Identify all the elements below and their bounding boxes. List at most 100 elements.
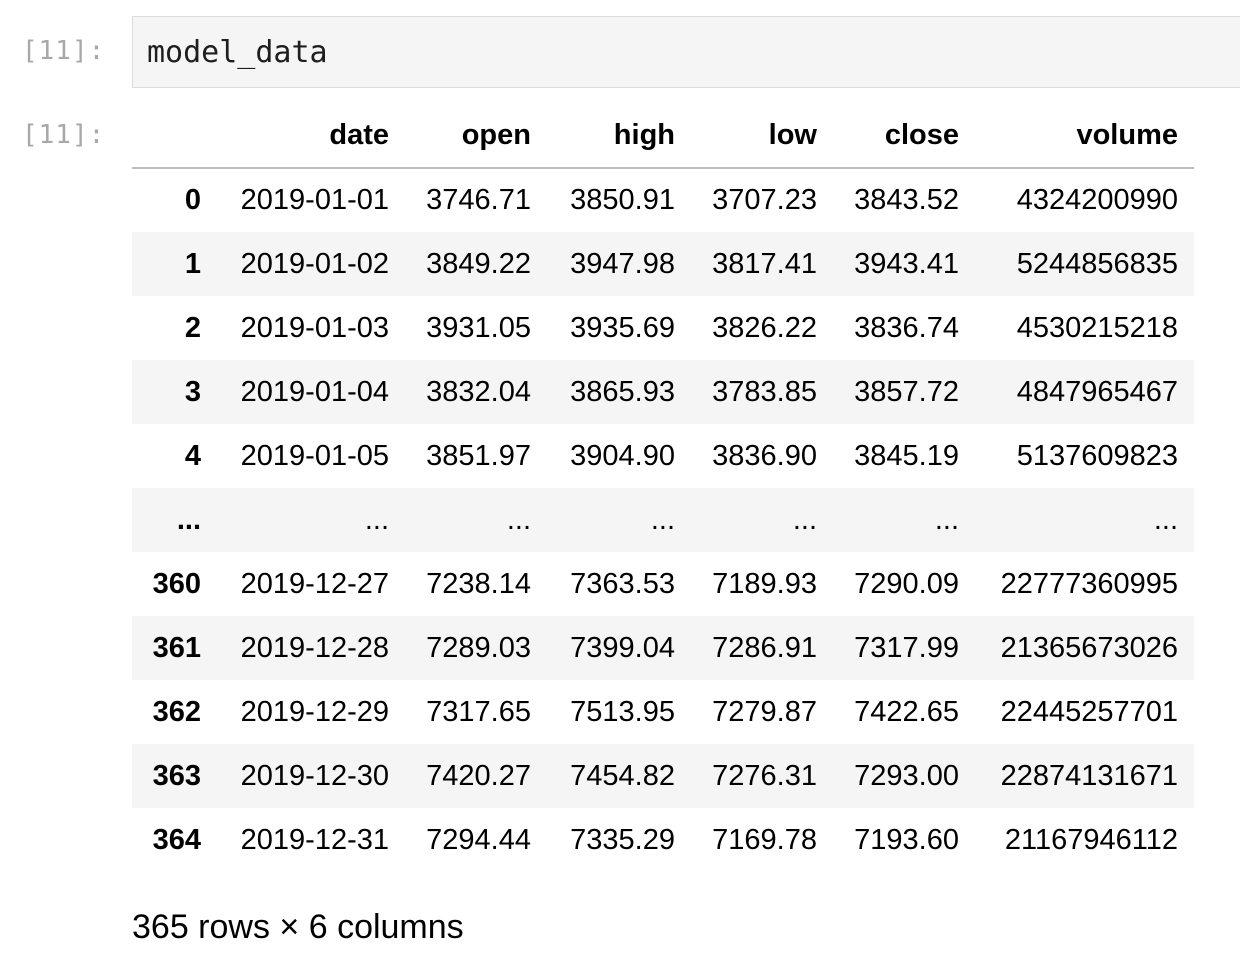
row-index: 360 (152, 567, 201, 600)
table-row: 364 2019-12-31 7294.44 7335.29 7169.78 7193.6… (132, 808, 1194, 872)
table-header-row: date open high low close volume (132, 104, 1194, 169)
low-cell: 3826.22 (712, 311, 817, 344)
code-input-cell[interactable]: model_data (132, 16, 1240, 88)
open-cell: ... (506, 503, 531, 536)
high-cell: 3850.91 (570, 184, 675, 216)
column-header-open: open (405, 104, 547, 169)
column-header-close: close (833, 104, 975, 169)
volume-cell: 4847965467 (1016, 375, 1178, 408)
close-cell: 3857.72 (854, 375, 959, 408)
low-cell: ... (792, 503, 817, 536)
date-cell: 2019-12-31 (240, 823, 389, 856)
open-cell: 7238.14 (426, 567, 531, 600)
row-index: 0 (184, 184, 201, 216)
column-header-date: date (217, 104, 405, 169)
open-cell: 7420.27 (426, 759, 531, 792)
volume-cell: 4530215218 (1016, 311, 1178, 344)
row-index: 363 (152, 759, 201, 792)
low-cell: 3783.85 (712, 375, 817, 408)
open-cell: 7317.65 (426, 695, 531, 728)
table-row: 363 2019-12-30 7420.27 7454.82 7276.31 7293.0… (132, 744, 1194, 808)
row-index: 3 (184, 375, 201, 408)
table-row: 361 2019-12-28 7289.03 7399.04 7286.91 7317.9… (132, 616, 1194, 680)
open-cell: 7289.03 (426, 631, 531, 664)
date-cell: 2019-12-27 (240, 567, 389, 600)
table-row: 1 2019-01-02 3849.22 3947.98 3817.41 3943.41 5… (132, 232, 1194, 296)
code-text: model_data (147, 35, 328, 70)
high-cell: 3904.90 (570, 439, 675, 472)
open-cell: 3849.22 (426, 247, 531, 280)
low-cell: 3836.90 (712, 439, 817, 472)
date-cell: 2019-01-01 (240, 184, 389, 216)
low-cell: 7189.93 (712, 567, 817, 600)
high-cell: ... (650, 503, 675, 536)
low-cell: 3817.41 (712, 247, 817, 280)
close-cell: 3843.52 (854, 184, 959, 216)
open-cell: 7294.44 (426, 823, 531, 856)
close-cell: ... (934, 503, 959, 536)
open-cell: 3931.05 (426, 311, 531, 344)
low-cell: 7279.87 (712, 695, 817, 728)
volume-cell: 22445257701 (1000, 695, 1178, 728)
close-cell: 3836.74 (854, 311, 959, 344)
date-cell: 2019-01-03 (240, 311, 389, 344)
column-header-volume: volume (975, 104, 1194, 169)
dataframe-summary: 365 rows × 6 columns (132, 908, 464, 946)
row-index: 1 (184, 247, 201, 280)
open-cell: 3746.71 (426, 184, 531, 216)
date-cell: 2019-01-02 (240, 247, 389, 280)
high-cell: 3947.98 (570, 247, 675, 280)
table-ellipsis-row: ..................... (132, 488, 1194, 552)
volume-cell: 5137609823 (1016, 439, 1178, 472)
output-prompt: [11]: (22, 120, 106, 150)
open-cell: 3832.04 (426, 375, 531, 408)
row-index: 364 (152, 823, 201, 856)
open-cell: 3851.97 (426, 439, 531, 472)
close-cell: 7193.60 (854, 823, 959, 856)
high-cell: 7363.53 (570, 567, 675, 600)
volume-cell: 21365673026 (1000, 631, 1178, 664)
table-row: 2 2019-01-03 3931.05 3935.69 3826.22 3836.74 4… (132, 296, 1194, 360)
high-cell: 3865.93 (570, 375, 675, 408)
high-cell: 3935.69 (570, 311, 675, 344)
column-header-high: high (547, 104, 691, 169)
date-cell: 2019-12-30 (240, 759, 389, 792)
row-index: 361 (152, 631, 201, 664)
high-cell: 7399.04 (570, 631, 675, 664)
close-cell: 7422.65 (854, 695, 959, 728)
date-cell: 2019-12-29 (240, 695, 389, 728)
date-cell: 2019-01-04 (240, 375, 389, 408)
low-cell: 3707.23 (712, 184, 817, 216)
table-row: 3 2019-01-04 3832.04 3865.93 3783.85 3857.72 4… (132, 360, 1194, 424)
table-row: 362 2019-12-29 7317.65 7513.95 7279.87 7422.6… (132, 680, 1194, 744)
table-body: 0 2019-01-01 3746.71 3850.91 3707.23 3843.52 4… (132, 168, 1194, 872)
input-prompt: [11]: (22, 36, 106, 66)
row-index: 2 (184, 311, 201, 344)
date-cell: ... (364, 503, 389, 536)
volume-cell: ... (1153, 503, 1178, 536)
date-cell: 2019-12-28 (240, 631, 389, 664)
high-cell: 7513.95 (570, 695, 675, 728)
volume-cell: 22777360995 (1000, 567, 1178, 600)
volume-cell: 22874131671 (1000, 759, 1178, 792)
low-cell: 7286.91 (712, 631, 817, 664)
volume-cell: 4324200990 (1016, 184, 1178, 216)
table-row: 0 2019-01-01 3746.71 3850.91 3707.23 3843.52 4… (132, 168, 1194, 232)
table-row: 360 2019-12-27 7238.14 7363.53 7189.93 7290.0… (132, 552, 1194, 616)
column-header-low: low (691, 104, 833, 169)
table-row: 4 2019-01-05 3851.97 3904.90 3836.90 3845.19 5… (132, 424, 1194, 488)
close-cell: 7317.99 (854, 631, 959, 664)
close-cell: 7293.00 (854, 759, 959, 792)
high-cell: 7335.29 (570, 823, 675, 856)
date-cell: 2019-01-05 (240, 439, 389, 472)
volume-cell: 21167946112 (1004, 823, 1178, 856)
column-header-index (132, 104, 217, 169)
close-cell: 7290.09 (854, 567, 959, 600)
close-cell: 3845.19 (854, 439, 959, 472)
high-cell: 7454.82 (570, 759, 675, 792)
close-cell: 3943.41 (854, 247, 959, 280)
row-index: 4 (184, 439, 201, 472)
dataframe-table: date open high low close volume 0 2019-01… (132, 104, 1194, 872)
low-cell: 7169.78 (712, 823, 817, 856)
row-index: 362 (152, 695, 201, 728)
